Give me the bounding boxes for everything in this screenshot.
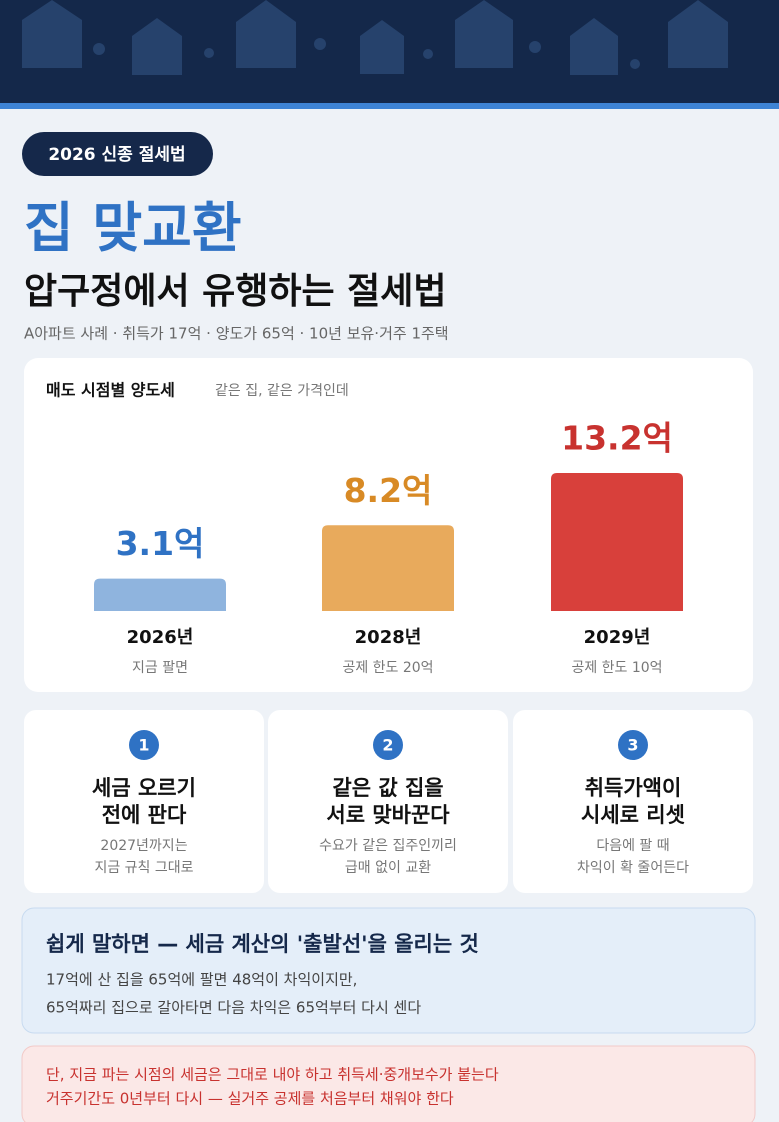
step-number: 2	[382, 736, 393, 755]
step-desc: 지금 규칙 그대로	[94, 860, 193, 876]
subtitle: 압구정에서 유행하는 절세법	[24, 271, 447, 312]
bar	[94, 578, 226, 611]
step-number: 3	[627, 736, 638, 755]
warning-line: 거주기간도 0년부터 다시 — 실거주 공제를 처음부터 채워야 한다	[46, 1090, 454, 1108]
category-label: 2029년	[584, 627, 651, 648]
step-title: 서로 맞바꾼다	[326, 803, 450, 827]
step-card	[268, 710, 508, 893]
chart-note: 같은 집, 같은 가격인데	[215, 383, 349, 399]
step-circle	[373, 730, 403, 760]
badge	[22, 132, 213, 176]
caption: A아파트 사례 · 취득가 17억 · 양도가 65억 · 10년 보유·거주 …	[24, 325, 449, 343]
summary-box	[21, 907, 756, 1034]
header-divider	[0, 103, 779, 109]
badge-text: 2026 신종 절세법	[48, 144, 185, 165]
step-title: 전에 판다	[102, 803, 187, 827]
category-sublabel: 지금 팔면	[132, 660, 188, 676]
category-sublabel: 공제 한도 20억	[342, 660, 433, 676]
value-label: 8.2억	[344, 471, 433, 510]
value-label: 3.1억	[116, 524, 205, 563]
value-label: 13.2억	[561, 419, 673, 458]
step-desc: 다음에 팔 때	[596, 838, 669, 854]
category-label: 2028년	[355, 627, 422, 648]
bar	[322, 525, 454, 611]
step-desc: 급매 없이 교환	[345, 860, 431, 876]
step-desc: 수요가 같은 집주인끼리	[319, 838, 457, 854]
warning-line: 단, 지금 파는 시점의 세금은 그대로 내야 하고 취득세·중개보수가 붙는다	[46, 1066, 499, 1084]
bar	[551, 473, 683, 611]
step-title: 취득가액이	[585, 776, 682, 800]
step-circle	[129, 730, 159, 760]
category-label: 2026년	[127, 627, 194, 648]
summary-line: 17억에 산 집을 65억에 팔면 48억이 차익이지만,	[46, 971, 357, 989]
summary-line: 65억짜리 집으로 갈아타면 다음 차익은 65억부터 다시 센다	[46, 999, 421, 1017]
step-card	[24, 710, 264, 893]
step-desc: 차익이 확 줄어든다	[577, 860, 689, 876]
category-sublabel: 공제 한도 10억	[571, 660, 662, 676]
warning-box	[21, 1045, 756, 1122]
step-desc: 2027년까지는	[100, 838, 187, 854]
step-title: 세금 오르기	[92, 776, 196, 800]
step-number: 1	[138, 736, 149, 755]
step-circle	[618, 730, 648, 760]
summary-heading: 쉽게 말하면 — 세금 계산의 '출발선'을 올리는 것	[46, 932, 479, 956]
step-title: 같은 값 집을	[332, 776, 443, 800]
title: 집 맞교환	[24, 197, 242, 260]
chart-title: 매도 시점별 양도세	[46, 381, 175, 400]
step-title: 시세로 리셋	[581, 803, 685, 827]
step-card	[513, 710, 753, 893]
house-icons	[22, 0, 728, 75]
